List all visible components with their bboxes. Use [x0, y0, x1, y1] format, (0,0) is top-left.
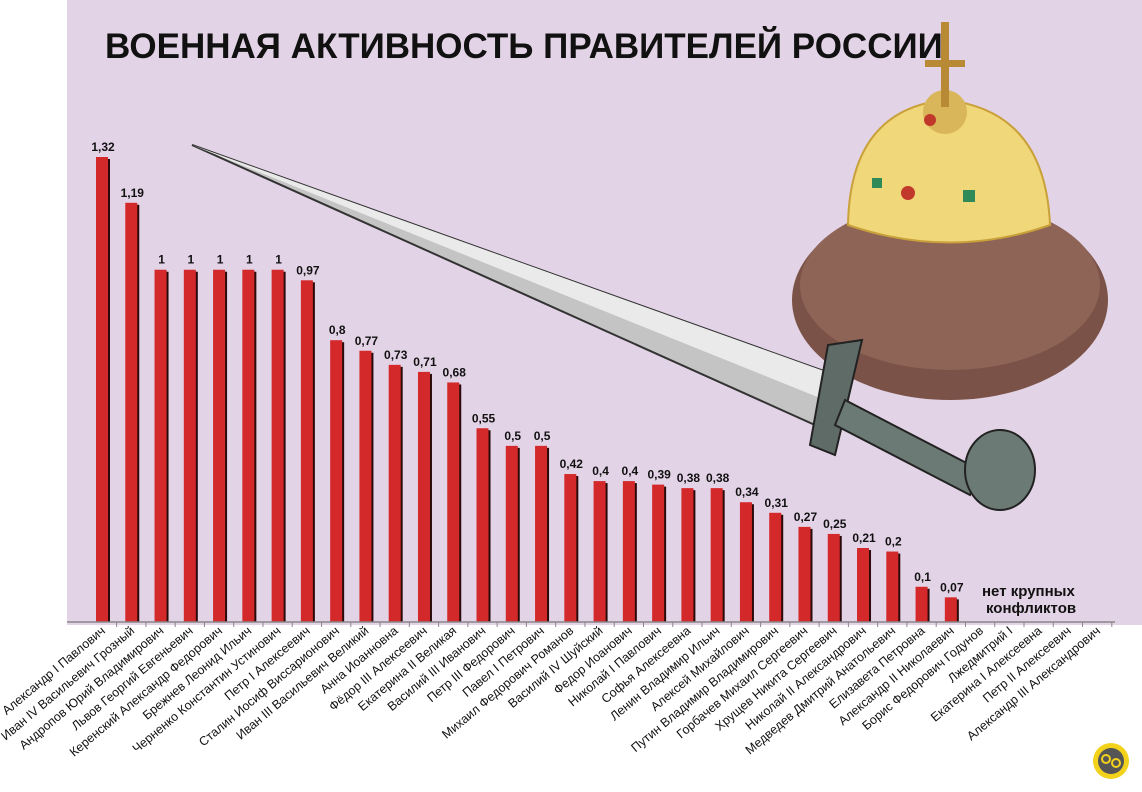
- bar: [213, 269, 226, 622]
- value-label: 0,5: [534, 429, 551, 443]
- value-label: 0,4: [622, 464, 639, 478]
- bar: [505, 445, 518, 622]
- annotation-line-1: нет крупных: [982, 583, 1075, 600]
- value-label: 0,2: [885, 535, 902, 549]
- value-label: 1: [275, 253, 282, 267]
- value-label: 0,27: [794, 510, 818, 524]
- bar: [183, 269, 196, 622]
- bar: [593, 481, 606, 622]
- bar: [447, 382, 460, 622]
- bar: [681, 488, 694, 622]
- value-label: 0,77: [355, 334, 379, 348]
- bar: [564, 474, 577, 622]
- value-label: 0,38: [706, 471, 730, 485]
- bar: [330, 340, 343, 622]
- bar: [359, 350, 372, 622]
- value-label: 0,1: [914, 570, 931, 584]
- value-label: 0,71: [413, 355, 437, 369]
- bar: [944, 597, 957, 622]
- value-label: 1: [158, 253, 165, 267]
- bar: [242, 269, 255, 622]
- crown-icon: [792, 22, 1108, 400]
- bar: [125, 202, 138, 622]
- value-label: 0,34: [735, 485, 759, 499]
- bar: [739, 502, 752, 622]
- bar: [622, 481, 635, 622]
- bar: [388, 364, 401, 622]
- value-label: 1,19: [121, 186, 145, 200]
- bar: [857, 548, 870, 622]
- value-label: 0,25: [823, 517, 847, 531]
- value-label: 0,4: [592, 464, 609, 478]
- sword-icon: [191, 144, 1036, 511]
- value-label: 0,73: [384, 348, 408, 362]
- bar: [798, 526, 811, 622]
- value-label: 0,97: [296, 263, 320, 277]
- bar: [96, 157, 108, 622]
- value-label: 0,07: [940, 580, 964, 594]
- bar: [886, 551, 899, 622]
- logo-icon: [1093, 743, 1129, 779]
- bar: [769, 512, 782, 622]
- value-label: 0,31: [765, 496, 789, 510]
- bar: [300, 280, 313, 622]
- value-label: 0,55: [472, 411, 496, 425]
- value-label: 0,21: [852, 531, 876, 545]
- value-label: 0,42: [560, 457, 584, 471]
- annotation-line-2: конфликтов: [986, 600, 1076, 617]
- value-label: 0,5: [504, 429, 521, 443]
- value-label: 0,38: [677, 471, 701, 485]
- bar: [271, 269, 284, 622]
- bar: [535, 445, 548, 622]
- bar: [915, 586, 928, 622]
- bar: [476, 428, 489, 622]
- bar: [417, 371, 430, 622]
- value-label: 1: [246, 253, 253, 267]
- value-label: 0,68: [443, 365, 467, 379]
- bar: [154, 269, 167, 622]
- bar: [827, 533, 840, 622]
- value-label: 1,32: [91, 140, 115, 154]
- bar: [710, 488, 723, 622]
- chart-title: ВОЕННАЯ АКТИВНОСТЬ ПРАВИТЕЛЕЙ РОССИИ: [105, 26, 943, 66]
- value-label: 1: [187, 253, 194, 267]
- bar: [652, 484, 665, 622]
- value-label: 0,8: [329, 323, 346, 337]
- value-label: 0,39: [647, 468, 671, 482]
- value-label: 1: [217, 253, 224, 267]
